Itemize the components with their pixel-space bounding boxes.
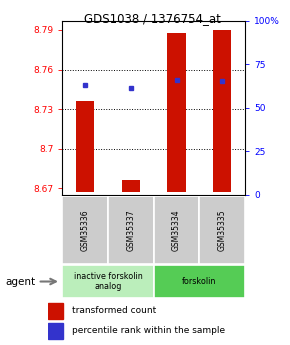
Bar bbox=[167, 32, 186, 192]
Text: transformed count: transformed count bbox=[72, 306, 157, 315]
Bar bbox=[122, 180, 140, 192]
Bar bbox=[62, 265, 154, 298]
Bar bbox=[154, 196, 200, 264]
Text: GSM35334: GSM35334 bbox=[172, 209, 181, 250]
Bar bbox=[199, 196, 245, 264]
Bar bbox=[213, 30, 231, 192]
Text: GDS1038 / 1376754_at: GDS1038 / 1376754_at bbox=[84, 12, 221, 25]
Bar bbox=[48, 303, 63, 319]
Text: GSM35337: GSM35337 bbox=[126, 209, 135, 250]
Bar bbox=[154, 265, 245, 298]
Text: inactive forskolin
analog: inactive forskolin analog bbox=[74, 272, 142, 291]
Bar bbox=[62, 196, 108, 264]
Text: GSM35335: GSM35335 bbox=[218, 209, 227, 250]
Bar bbox=[108, 196, 154, 264]
Text: GSM35336: GSM35336 bbox=[81, 209, 90, 250]
Bar bbox=[48, 323, 63, 339]
Text: forskolin: forskolin bbox=[182, 277, 217, 286]
Text: agent: agent bbox=[6, 277, 36, 286]
Bar bbox=[76, 101, 94, 192]
Text: percentile rank within the sample: percentile rank within the sample bbox=[72, 326, 226, 335]
